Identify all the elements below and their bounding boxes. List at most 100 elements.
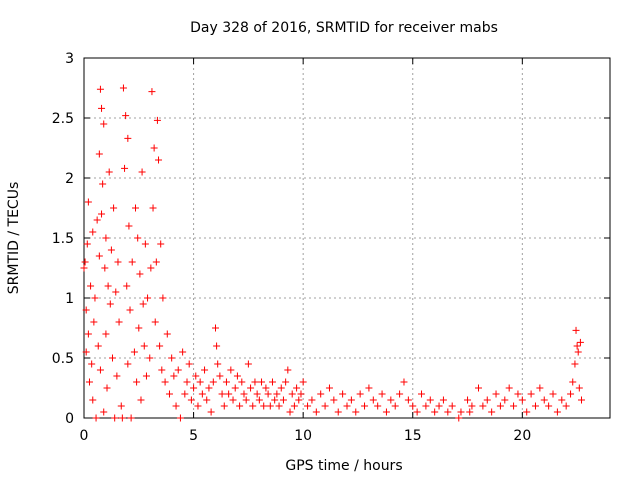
data-point [89, 228, 97, 236]
data-point [94, 342, 102, 350]
data-point [418, 390, 426, 398]
data-point [479, 402, 487, 410]
data-point [136, 270, 144, 278]
y-axis-label: SRMTID / TECUs [6, 182, 22, 295]
data-point [216, 372, 224, 380]
data-point [218, 390, 226, 398]
data-point [573, 342, 581, 350]
data-point [492, 390, 500, 398]
data-point [225, 390, 233, 398]
data-point [264, 390, 272, 398]
data-point [317, 390, 325, 398]
data-point [134, 234, 142, 242]
data-point [518, 396, 526, 404]
data-point [96, 85, 104, 93]
data-point [279, 396, 287, 404]
data-point [365, 384, 373, 392]
data-point [233, 372, 241, 380]
data-point [321, 402, 329, 410]
data-point [150, 144, 158, 152]
data-point [124, 134, 132, 142]
y-tick-label: 0.5 [52, 351, 74, 367]
data-point [103, 384, 111, 392]
data-point [137, 396, 145, 404]
data-point [387, 396, 395, 404]
data-point [282, 378, 290, 386]
data-point [572, 326, 580, 334]
data-point [466, 408, 474, 416]
data-point [140, 342, 148, 350]
data-point [165, 390, 173, 398]
data-point [575, 384, 583, 392]
data-point [100, 120, 108, 128]
data-point [153, 116, 161, 124]
data-point [127, 414, 135, 422]
data-point [157, 240, 165, 248]
data-point [144, 294, 152, 302]
data-point [114, 258, 122, 266]
data-point [514, 390, 522, 398]
data-point [347, 396, 355, 404]
data-point [266, 402, 274, 410]
data-point [382, 408, 390, 416]
data-point [293, 384, 301, 392]
data-point [87, 282, 95, 290]
data-point [325, 384, 333, 392]
data-point [212, 324, 219, 332]
data-point [115, 318, 123, 326]
y-tick-label: 2.5 [52, 111, 74, 127]
data-point [439, 396, 447, 404]
data-point [251, 378, 259, 386]
data-point [132, 204, 140, 212]
data-point [183, 378, 191, 386]
data-point [374, 402, 382, 410]
data-point [214, 360, 222, 368]
data-point [89, 396, 97, 404]
data-point [117, 402, 125, 410]
data-point [540, 396, 548, 404]
data-point [413, 408, 421, 416]
data-point [128, 258, 136, 266]
data-point [99, 180, 107, 188]
data-point [181, 390, 189, 398]
data-point [426, 396, 434, 404]
data-point [571, 360, 579, 368]
data-point [304, 402, 312, 410]
data-point [290, 402, 298, 410]
data-point [262, 384, 270, 392]
x-tick-label: 20 [513, 428, 531, 444]
data-point [284, 366, 292, 374]
data-point [240, 390, 248, 398]
data-point [297, 390, 305, 398]
data-point [126, 306, 134, 314]
data-point [574, 348, 582, 356]
data-point [159, 294, 167, 302]
data-point [400, 378, 408, 386]
data-point [84, 198, 92, 206]
data-point [527, 390, 535, 398]
data-point [558, 396, 566, 404]
data-point [95, 150, 103, 158]
data-point [80, 264, 88, 272]
data-point [110, 204, 118, 212]
data-point [260, 402, 268, 410]
plot-frame [83, 57, 611, 419]
data-point [125, 222, 133, 230]
data-point [496, 402, 504, 410]
data-point [81, 258, 89, 266]
data-point [176, 414, 184, 422]
data-point [142, 372, 150, 380]
data-point [220, 402, 228, 410]
data-point [91, 294, 99, 302]
data-point [576, 338, 584, 346]
data-point [288, 390, 296, 398]
data-point [98, 210, 106, 218]
data-point [88, 360, 96, 368]
data-point [308, 396, 316, 404]
data-point [174, 366, 182, 374]
data-point [444, 408, 452, 416]
data-point [172, 402, 180, 410]
x-tick-label: 5 [189, 428, 198, 444]
data-point [505, 384, 513, 392]
